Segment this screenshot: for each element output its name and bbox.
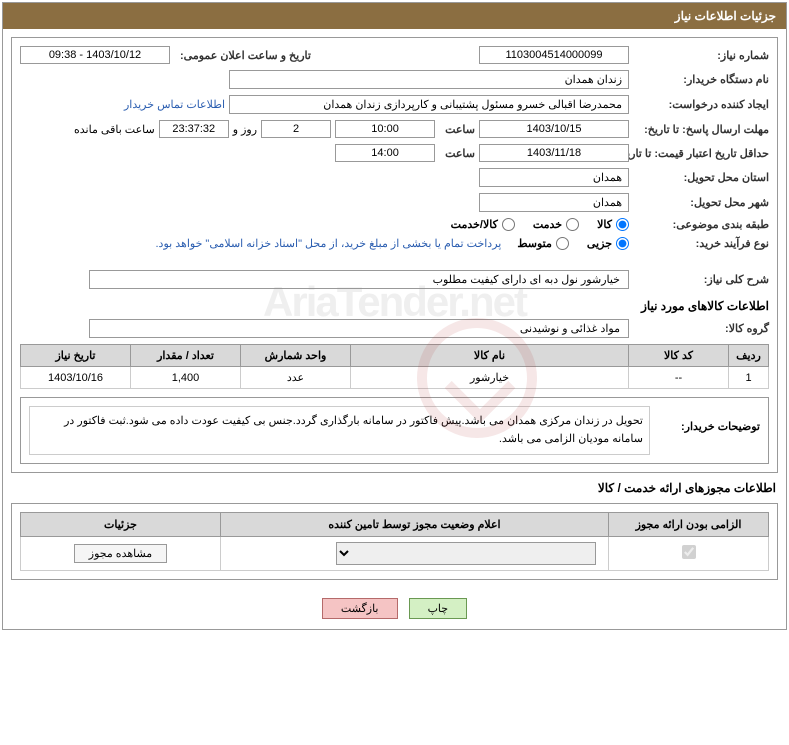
buyer-label: نام دستگاه خریدار: [639, 73, 769, 86]
summary-label: شرح کلی نیاز: [639, 273, 769, 286]
buyer-desc-text: تحویل در زندان مرکزی همدان می باشد.پیش ف… [29, 406, 650, 455]
countdown-field: 23:37:32 [159, 120, 229, 138]
back-button[interactable]: بازگشت [322, 598, 398, 619]
validity-time-field: 14:00 [335, 144, 435, 162]
requester-field: محمدرضا اقبالی خسرو مسئول پشتیبانی و کار… [229, 95, 629, 114]
th-name: نام کالا [351, 345, 629, 367]
mandatory-checkbox [682, 545, 696, 559]
time-label-1: ساعت [445, 123, 475, 136]
status-select[interactable] [336, 542, 596, 565]
province-field: همدان [479, 168, 629, 187]
province-label: استان محل تحویل: [639, 171, 769, 184]
group-label: گروه کالا: [639, 322, 769, 335]
deadline-time-field: 10:00 [335, 120, 435, 138]
th-unit: واحد شمارش [241, 345, 351, 367]
remain-label: ساعت باقی مانده [74, 123, 155, 136]
buyer-desc-box: توضیحات خریدار: تحویل در زندان مرکزی همد… [20, 397, 769, 464]
th-qty: تعداد / مقدار [131, 345, 241, 367]
group-field: مواد غذائی و نوشیدنی [89, 319, 629, 338]
time-label-2: ساعت [445, 147, 475, 160]
days-remaining-field: 2 [261, 120, 331, 138]
license-section-title: اطلاعات مجوزهای ارائه خدمت / کالا [13, 481, 776, 495]
buyer-contact-link[interactable]: اطلاعات تماس خریدار [124, 98, 225, 111]
validity-label: حداقل تاریخ اعتبار قیمت: تا تاریخ: [639, 147, 769, 160]
radio-service[interactable]: خدمت [533, 218, 579, 231]
deadline-date-field: 1403/10/15 [479, 120, 629, 138]
license-panel: الزامی بودن ارائه مجوز اعلام وضعیت مجوز … [11, 503, 778, 580]
panel-title: جزئیات اطلاعات نیاز [3, 3, 786, 29]
radio-partial[interactable]: جزیی [587, 237, 629, 250]
goods-table: ردیف کد کالا نام کالا واحد شمارش تعداد /… [20, 344, 769, 389]
announce-label: تاریخ و ساعت اعلان عمومی: [180, 49, 311, 62]
th-row: ردیف [729, 345, 769, 367]
view-license-button[interactable]: مشاهده مجوز [74, 544, 167, 563]
radio-goods[interactable]: کالا [597, 218, 629, 231]
th-mandatory: الزامی بودن ارائه مجوز [609, 513, 769, 537]
city-field: همدان [479, 193, 629, 212]
need-number-field: 1103004514000099 [479, 46, 629, 64]
license-table: الزامی بودن ارائه مجوز اعلام وضعیت مجوز … [20, 512, 769, 571]
need-number-label: شماره نیاز: [639, 49, 769, 62]
print-button[interactable]: چاپ [409, 598, 468, 619]
th-date: تاریخ نیاز [21, 345, 131, 367]
buyer-field: زندان همدان [229, 70, 629, 89]
days-and-label: روز و [233, 123, 257, 136]
requester-label: ایجاد کننده درخواست: [639, 98, 769, 111]
summary-field: خیارشور نول دبه ای دارای کیفیت مطلوب [89, 270, 629, 289]
category-label: طبقه بندی موضوعی: [639, 218, 769, 231]
th-code: کد کالا [629, 345, 729, 367]
goods-section-title: اطلاعات کالاهای مورد نیاز [20, 299, 769, 313]
deadline-label: مهلت ارسال پاسخ: تا تاریخ: [639, 123, 769, 136]
th-detail: جزئیات [21, 513, 221, 537]
th-status: اعلام وضعیت مجوز توسط تامین کننده [221, 513, 609, 537]
process-label: نوع فرآیند خرید: [639, 237, 769, 250]
payment-note: پرداخت تمام یا بخشی از مبلغ خرید، از محل… [156, 237, 502, 250]
radio-both[interactable]: کالا/خدمت [451, 218, 515, 231]
license-row: مشاهده مجوز [21, 537, 769, 571]
table-row: 1 -- خیارشور عدد 1,400 1403/10/16 [21, 367, 769, 389]
announce-field: 1403/10/12 - 09:38 [20, 46, 170, 64]
city-label: شهر محل تحویل: [639, 196, 769, 209]
buyer-desc-label: توضیحات خریدار: [650, 406, 760, 455]
validity-date-field: 1403/11/18 [479, 144, 629, 162]
footer-buttons: چاپ بازگشت [3, 588, 786, 629]
main-panel: AriaTender.net شماره نیاز: 1103004514000… [11, 37, 778, 473]
radio-medium[interactable]: متوسط [517, 237, 569, 250]
